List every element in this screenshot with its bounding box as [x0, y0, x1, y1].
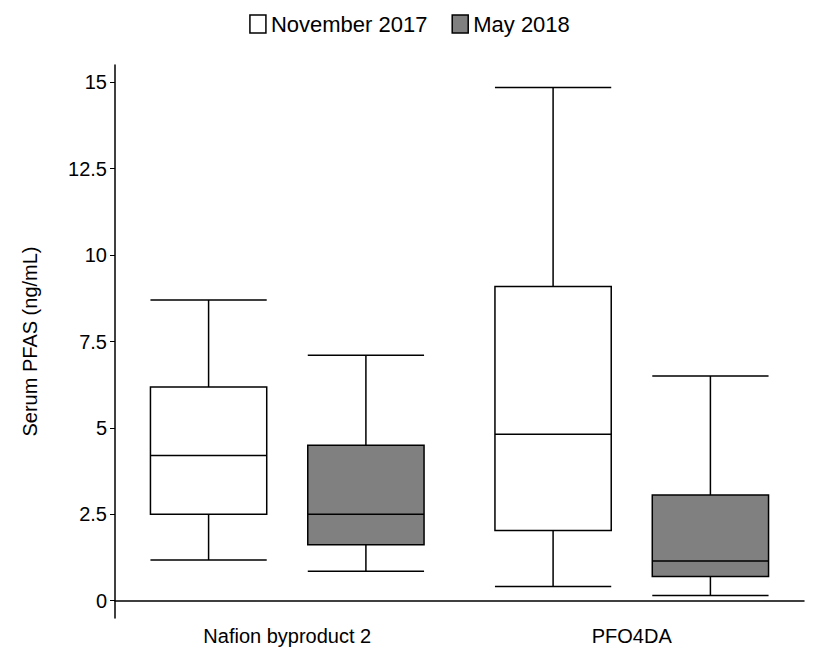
svg-text:2.5: 2.5 [79, 503, 107, 525]
svg-text:10: 10 [85, 244, 107, 266]
svg-text:Serum PFAS (ng/mL): Serum PFAS (ng/mL) [19, 246, 41, 436]
svg-text:PFO4DA: PFO4DA [592, 625, 673, 647]
svg-text:12.5: 12.5 [68, 158, 107, 180]
svg-text:0: 0 [96, 590, 107, 612]
svg-text:7.5: 7.5 [79, 331, 107, 353]
svg-text:November 2017: November 2017 [271, 12, 428, 37]
svg-text:15: 15 [85, 71, 107, 93]
svg-text:Nafion byproduct 2: Nafion byproduct 2 [203, 625, 371, 647]
svg-text:May 2018: May 2018 [473, 12, 570, 37]
svg-text:5: 5 [96, 417, 107, 439]
